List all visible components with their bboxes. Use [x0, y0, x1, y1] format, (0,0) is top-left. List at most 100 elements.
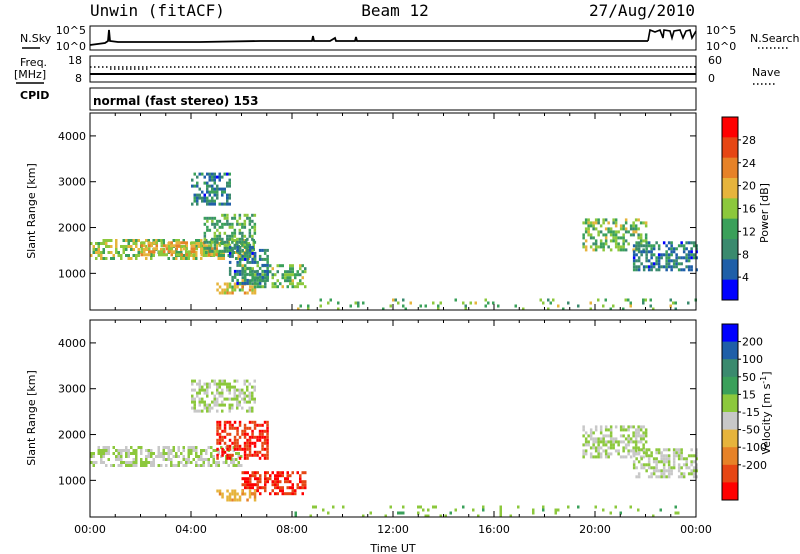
heatmap-cell: [639, 455, 643, 459]
heatmap-cell: [180, 452, 183, 455]
heatmap-cell: [399, 511, 402, 515]
heatmap-cell: [172, 455, 175, 458]
heatmap-cell: [256, 486, 259, 490]
heatmap-cell: [213, 379, 216, 383]
heatmap-cell: [258, 456, 262, 460]
heatmap-cell: [178, 244, 181, 248]
heatmap-cell: [182, 455, 185, 458]
heatmap-cell: [248, 281, 252, 285]
heatmap-cell: [226, 420, 229, 424]
x-tick-label: 00:00: [680, 523, 712, 536]
heatmap-cell: [216, 489, 219, 493]
heatmap-cell: [175, 241, 178, 245]
heatmap-cell: [567, 505, 570, 509]
heatmap-cell: [582, 452, 585, 456]
heatmap-cell: [246, 471, 249, 475]
heatmap-cell: [137, 446, 140, 449]
heatmap-cell: [594, 221, 598, 225]
heatmap-cell: [223, 187, 226, 191]
heatmap-cell: [612, 221, 615, 225]
heatmap-cell: [253, 498, 257, 502]
heatmap-cell: [266, 254, 269, 258]
heatmap-cell: [592, 446, 595, 450]
heatmap-cell: [617, 452, 620, 456]
heatmap-cell: [632, 460, 636, 464]
heatmap-cell: [190, 452, 193, 455]
heatmap-cell: [662, 241, 666, 245]
heatmap-cell: [212, 455, 215, 458]
heatmap-cell: [213, 231, 217, 235]
heatmap-cell: [622, 455, 625, 459]
heatmap-cell: [97, 242, 100, 245]
heatmap-cell: [182, 239, 185, 242]
heatmap-cell: [587, 443, 590, 447]
heatmap-cell: [193, 388, 196, 392]
heatmap-cell: [233, 282, 237, 286]
heatmap-cell: [462, 301, 465, 305]
heatmap-cell: [125, 449, 128, 452]
heatmap-cell: [604, 455, 608, 459]
heatmap-cell: [236, 263, 239, 267]
heatmap-cell: [243, 456, 247, 460]
heatmap-cell: [614, 239, 618, 243]
heatmap-cell: [100, 458, 103, 461]
heatmap-cell: [233, 492, 237, 496]
heatmap-cell: [213, 187, 216, 191]
heatmap-cell: [667, 256, 671, 260]
heatmap-cell: [216, 288, 219, 292]
heatmap-cell: [632, 227, 635, 231]
heatmap-cell: [627, 449, 630, 453]
heatmap-cell: [165, 452, 168, 455]
heatmap-cell: [532, 511, 535, 515]
heatmap-cell: [640, 463, 643, 467]
heatmap-cell: [289, 270, 292, 274]
heatmap-cell: [672, 250, 676, 254]
heatmap-cell: [687, 256, 691, 260]
heatmap-cell: [243, 234, 247, 238]
velocity-heatmap: [90, 379, 698, 518]
heatmap-cell: [584, 221, 588, 225]
heatmap-cell: [624, 230, 628, 234]
heatmap-cell: [220, 446, 223, 449]
heatmap-cell: [299, 480, 302, 484]
heatmap-cell: [198, 385, 201, 389]
heatmap-cell: [291, 471, 294, 475]
heatmap-cell: [599, 239, 603, 243]
heatmap-cell: [153, 250, 156, 254]
heatmap-cell: [299, 282, 302, 286]
heatmap-cell: [242, 251, 245, 254]
heatmap-cell: [223, 403, 226, 407]
heatmap-cell: [228, 272, 232, 276]
heatmap-cell: [263, 438, 267, 442]
heatmap-cell: [202, 461, 205, 464]
heatmap-cell: [642, 434, 645, 438]
heatmap-cell: [286, 270, 289, 274]
heatmap-cell: [137, 254, 140, 257]
heatmap-cell: [205, 449, 208, 452]
heatmap-cell: [254, 471, 257, 475]
heatmap-cell: [677, 475, 681, 479]
heatmap-cell: [208, 178, 211, 182]
heatmap-cell: [125, 239, 128, 242]
heatmap-cell: [253, 291, 257, 295]
heatmap-cell: [231, 453, 234, 457]
heatmap-cell: [213, 400, 216, 404]
heatmap-cell: [90, 242, 93, 245]
heatmap-cell: [223, 243, 227, 247]
heatmap-cell: [95, 257, 98, 260]
heatmap-cell: [627, 428, 630, 432]
heatmap-cell: [200, 245, 203, 248]
heatmap-cell: [226, 213, 229, 217]
heatmap-cell: [243, 397, 246, 401]
heatmap-cell: [195, 461, 198, 464]
heatmap-cell: [582, 242, 585, 246]
heatmap-cell: [162, 446, 165, 449]
heatmap-cell: [677, 454, 681, 458]
heatmap-cell: [243, 447, 247, 451]
heatmap-cell: [253, 400, 256, 404]
heatmap-cell: [190, 244, 193, 248]
heatmap-cell: [208, 216, 212, 220]
heatmap-cell: [657, 475, 661, 479]
heatmap-cell: [132, 248, 135, 251]
heatmap-cell: [624, 437, 628, 441]
